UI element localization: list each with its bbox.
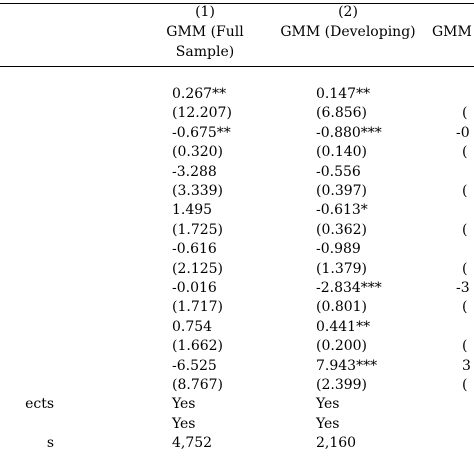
cell-col1: 0.267** <box>172 86 227 102</box>
cell-col2: 7.943*** <box>316 358 378 374</box>
cell-col1: (8.767) <box>172 377 224 393</box>
cell-col1: 1.495 <box>172 202 213 218</box>
top-rule <box>0 3 474 4</box>
cell-col2: (1.379) <box>316 261 368 277</box>
cell-col2: 2,160 <box>316 435 357 451</box>
col1-title-line2: Sample) <box>175 44 235 60</box>
cell-col1: Yes <box>172 396 196 412</box>
cell-col1: -0.675** <box>172 125 231 141</box>
col1-title-line1: GMM (Full <box>166 24 244 40</box>
col2-title-line1: GMM (Developing) <box>280 24 416 40</box>
cell-col3: ( <box>462 338 468 354</box>
cell-col3: ( <box>462 261 468 277</box>
cell-col2: (0.140) <box>316 144 368 160</box>
cell-col2: 0.441** <box>316 319 371 335</box>
cell-col2: (0.801) <box>316 299 368 315</box>
row-label: s <box>46 435 54 451</box>
cell-col2: Yes <box>316 416 340 432</box>
cell-col2: (2.399) <box>316 377 368 393</box>
cell-col1: (3.339) <box>172 183 224 199</box>
cell-col1: (1.717) <box>172 299 224 315</box>
cell-col1: -6.525 <box>172 358 217 374</box>
cell-col1: 0.754 <box>172 319 213 335</box>
cell-col3: ( <box>462 105 468 121</box>
header-rule <box>0 66 474 67</box>
cell-col2: Yes <box>316 396 340 412</box>
cell-col1: (2.125) <box>172 261 224 277</box>
cell-col3: ( <box>462 377 468 393</box>
cell-col2: (0.200) <box>316 338 368 354</box>
col1-number: (1) <box>195 4 215 20</box>
cell-col1: -0.616 <box>172 241 217 257</box>
cell-col1: 4,752 <box>172 435 213 451</box>
cell-col1: (1.662) <box>172 338 224 354</box>
cell-col2: (0.362) <box>316 222 368 238</box>
cell-col3: -3 <box>456 280 470 296</box>
cell-col2: -0.556 <box>316 164 361 180</box>
cell-col1: -0.016 <box>172 280 217 296</box>
cell-col2: (6.856) <box>316 105 368 121</box>
cell-col1: (12.207) <box>172 105 232 121</box>
cell-col1: (1.725) <box>172 222 224 238</box>
cell-col2: 0.147** <box>316 86 371 102</box>
cell-col3: 3 <box>462 358 471 374</box>
cell-col1: (0.320) <box>172 144 224 160</box>
col3-title-line1: GMM <box>432 24 472 40</box>
cell-col2: -0.989 <box>316 241 361 257</box>
cell-col3: ( <box>462 183 468 199</box>
cell-col3: ( <box>462 144 468 160</box>
col2-number: (2) <box>338 4 358 20</box>
cell-col1: -3.288 <box>172 164 217 180</box>
cell-col1: Yes <box>172 416 196 432</box>
row-label: ects <box>25 396 54 412</box>
cell-col3: ( <box>462 299 468 315</box>
cell-col2: -2.834*** <box>316 280 382 296</box>
cell-col2: (0.397) <box>316 183 368 199</box>
cell-col3: -0 <box>456 125 470 141</box>
cell-col2: -0.613* <box>316 202 368 218</box>
cell-col2: -0.880*** <box>316 125 382 141</box>
cell-col3: ( <box>462 222 468 238</box>
